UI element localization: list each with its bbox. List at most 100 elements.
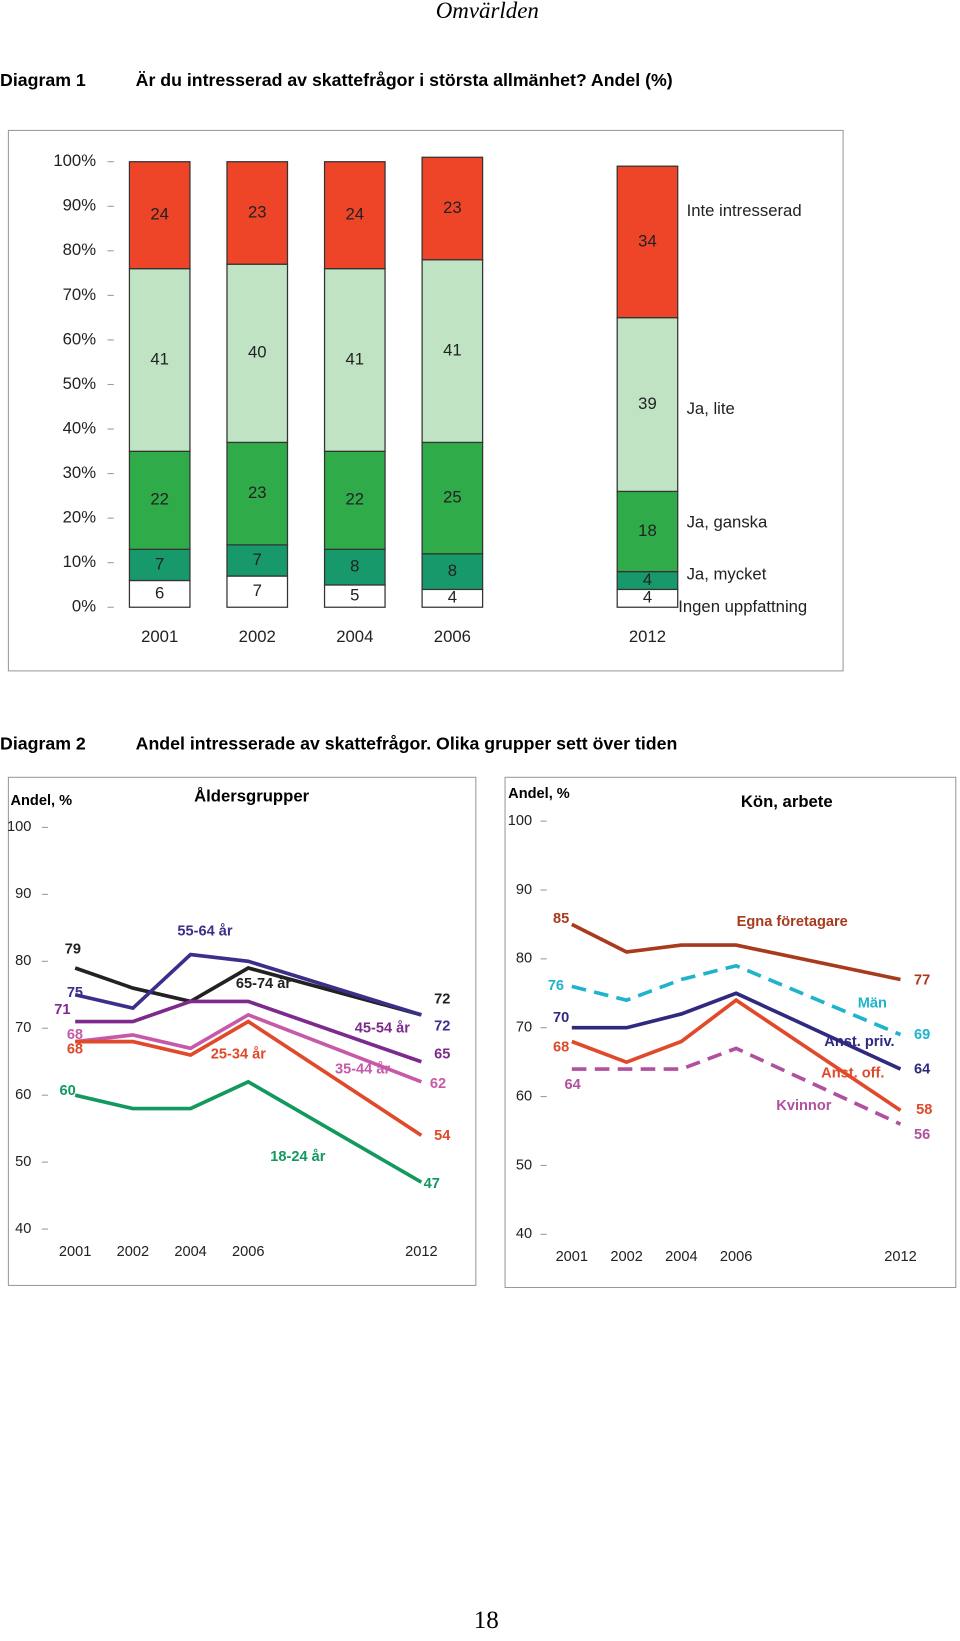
data-label: 72 (434, 991, 450, 1007)
legend-label: Ingen uppfattning (678, 597, 807, 616)
bar-segment (226, 263, 289, 444)
series-line (571, 1046, 902, 1126)
data-label: 69 (914, 1027, 930, 1043)
y-tick-label: 80 (516, 951, 532, 967)
x-tick-label: 2004 (336, 627, 373, 646)
chart-frame (7, 776, 477, 1286)
y-tick-label: 10% (63, 552, 97, 571)
bar-segment (323, 161, 386, 270)
x-tick-label: 2002 (239, 627, 276, 646)
data-label: 6 (155, 583, 164, 602)
data-label: 75 (67, 985, 83, 1001)
y-tick-label: 70 (516, 1020, 532, 1036)
legend-label: Inte intresserad (687, 201, 802, 220)
data-label: 40 (248, 343, 267, 362)
y-tick-label: 90 (516, 882, 532, 898)
y-tick-label: 90 (15, 886, 31, 902)
page-number: 18 (474, 1607, 499, 1634)
chart-frame (7, 129, 844, 672)
data-label: 41 (443, 340, 462, 359)
y-tick-label: 100% (53, 151, 96, 170)
series-label: Egna företagare (737, 914, 848, 930)
x-tick-label: 2002 (117, 1244, 149, 1260)
bar-segment (323, 548, 386, 586)
data-label: 72 (434, 1019, 450, 1035)
data-label: 62 (430, 1076, 446, 1092)
bar-segment (128, 161, 191, 270)
x-tick-label: 2004 (174, 1244, 206, 1260)
data-label: 7 (253, 581, 262, 600)
data-label: 4 (643, 588, 652, 607)
chart-frame (504, 776, 957, 1289)
y-tick-label: 80 (15, 953, 31, 969)
diagram-label: Diagram 1 (0, 70, 86, 90)
data-label: 7 (253, 550, 262, 569)
data-label: 65 (434, 1047, 450, 1063)
data-label: 71 (54, 1002, 70, 1018)
data-label: 8 (350, 557, 359, 576)
bar-segment (616, 317, 679, 493)
series-line (75, 999, 422, 1064)
y-tick-label: 30% (63, 463, 97, 482)
data-label: 24 (346, 205, 365, 224)
y-tick-label: 0% (72, 597, 96, 616)
y-tick-label: 100 (508, 813, 532, 829)
y-tick-label: 100 (7, 819, 31, 835)
y-tick-label: 50 (15, 1154, 31, 1170)
y-axis-label: Andel, % (508, 786, 570, 802)
y-tick-label: 50 (516, 1157, 532, 1173)
data-label: 76 (548, 978, 564, 994)
data-label: 70 (553, 1010, 569, 1026)
data-label: 34 (638, 231, 657, 250)
legend-label: Ja, mycket (687, 565, 767, 584)
y-tick-label: 60 (516, 1088, 532, 1104)
chart-subtitle: Kön, arbete (741, 792, 833, 811)
series-line (75, 1019, 423, 1137)
data-label: 39 (638, 394, 657, 413)
y-tick-label: 70 (15, 1020, 31, 1036)
series-label: 35-44 år (335, 1061, 390, 1077)
legend-label: Ja, lite (687, 399, 735, 418)
x-tick-label: 2002 (610, 1249, 642, 1265)
y-tick-label: 40 (516, 1226, 532, 1242)
x-tick-label: 2012 (629, 627, 666, 646)
running-header: Omvärlden (436, 0, 539, 23)
series-line (571, 963, 902, 1037)
legend-label: Ja, ganska (687, 513, 768, 532)
data-label: 4 (643, 570, 652, 589)
data-label: 77 (914, 973, 930, 989)
diagram-title: Andel intresserade av skattefrågor. Olik… (136, 734, 678, 754)
x-tick-label: 2006 (232, 1244, 264, 1260)
y-tick-label: 60 (15, 1087, 31, 1103)
y-tick-label: 40 (15, 1221, 31, 1237)
series-label: 18-24 år (270, 1149, 325, 1165)
series-label: Anst. off. (821, 1065, 884, 1081)
series-line (571, 997, 902, 1112)
series-label: 25-34 år (211, 1047, 266, 1063)
data-label: 68 (67, 1027, 83, 1043)
y-tick-label: 50% (63, 374, 97, 393)
x-tick-label: 2006 (720, 1249, 752, 1265)
series-label: Anst. priv. (824, 1034, 894, 1050)
x-tick-label: 2001 (59, 1244, 91, 1260)
series-line (570, 922, 901, 982)
x-tick-label: 2012 (405, 1244, 437, 1260)
bar-segment (128, 450, 191, 550)
series-line (74, 952, 422, 1017)
x-tick-label: 2004 (665, 1249, 697, 1265)
y-tick-label: 40% (63, 418, 97, 437)
data-label: 7 (155, 554, 164, 573)
y-tick-label: 60% (63, 329, 97, 348)
data-label: 56 (914, 1127, 930, 1143)
data-label: 23 (248, 202, 267, 221)
y-tick-label: 90% (63, 196, 97, 215)
data-label: 79 (65, 941, 81, 957)
data-label: 68 (67, 1041, 83, 1057)
data-label: 22 (150, 490, 169, 509)
bar-segment (616, 165, 679, 319)
series-label: 45-54 år (355, 1021, 410, 1037)
data-label: 25 (443, 487, 462, 506)
data-label: 23 (248, 483, 267, 502)
